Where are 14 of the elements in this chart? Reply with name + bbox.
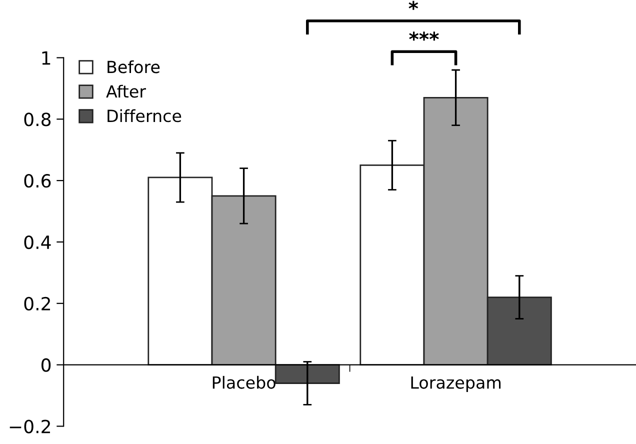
text: * [408, 0, 418, 10]
x-tick-label: Placebo [212, 376, 276, 389]
x-tick-label: Lorazepam [411, 376, 501, 392]
y-tick-label: 0.2 [24, 296, 50, 311]
y-tick-label: 0.6 [24, 174, 51, 188]
legend-label: Differnce [108, 109, 182, 122]
y-tick-label: −0.2 [10, 420, 50, 434]
y-tick-label: 0 [41, 358, 51, 372]
y-tick-label: 0.4 [24, 235, 51, 250]
y-tick-label: 1 [42, 51, 50, 65]
y-tick-label: 0.8 [24, 112, 51, 126]
legend-label: After [106, 84, 146, 98]
text: *** [409, 32, 439, 41]
legend-label: Before [108, 60, 160, 74]
